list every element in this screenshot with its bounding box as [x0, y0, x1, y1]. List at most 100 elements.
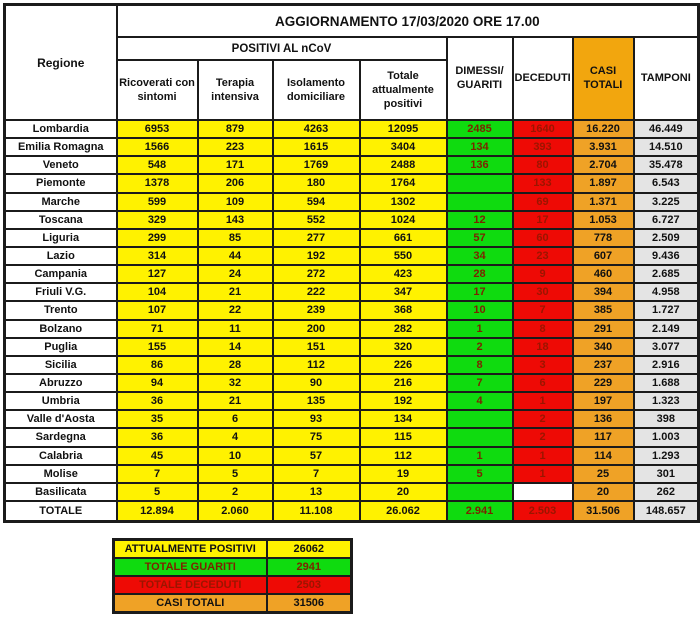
- cell-dimessi: 2: [445, 336, 514, 357]
- region-name: Campania: [3, 264, 118, 285]
- dimessi-guariti-header: DIMESSI/ GUARITI: [445, 36, 514, 121]
- region-name: Sardegna: [3, 427, 118, 448]
- cell-totale-positivi: 423: [358, 264, 448, 285]
- tamponi-header: TAMPONI: [632, 36, 700, 121]
- cell-deceduti: 1: [511, 445, 574, 466]
- cell-tamponi: 1.688: [632, 372, 700, 394]
- regions-body: Lombardia 6953 879 4263 12095 2485 1640 16.220 4…: [3, 118, 700, 503]
- cell-tamponi: 6.727: [632, 209, 700, 230]
- cell-dimessi: 1: [445, 318, 514, 339]
- region-row: Puglia 155 14 151 320 2 18 340 3.077: [3, 336, 700, 357]
- region-name: Liguria: [3, 227, 118, 248]
- cell-totale-positivi: 1764: [358, 173, 448, 194]
- cell-dimessi: 134: [445, 137, 514, 158]
- summary-label: CASI TOTALI: [112, 593, 268, 614]
- cell-terapia: 879: [196, 118, 274, 140]
- casi-totali-header: CASI TOTALI: [571, 36, 635, 121]
- summary-value: 2941: [265, 557, 353, 577]
- cell-terapia: 10: [196, 445, 274, 466]
- region-name: Molise: [3, 463, 118, 484]
- cell-terapia: 21: [196, 282, 274, 303]
- region-name: Toscana: [3, 209, 118, 230]
- cell-isolamento: 151: [271, 336, 361, 357]
- cell-dimessi: 2485: [445, 118, 514, 140]
- cell-casi-totali: 16.220: [571, 118, 635, 140]
- cell-tamponi: 3.225: [632, 191, 700, 212]
- cell-ricoverati: 1566: [115, 137, 199, 158]
- cell-terapia: 143: [196, 209, 274, 230]
- cell-deceduti: 23: [511, 245, 574, 267]
- totale-positivi-header: Totale attualmente positivi: [358, 59, 448, 121]
- cell-isolamento: 4263: [271, 118, 361, 140]
- positivi-group-header: POSITIVI AL nCoV: [115, 36, 448, 61]
- cell-totale-positivi: 115: [358, 427, 448, 448]
- cell-terapia: 22: [196, 300, 274, 321]
- cell-totale-positivi: 20: [358, 481, 448, 503]
- cell-casi-totali: 2.704: [571, 155, 635, 176]
- cell-totale-positivi: 19: [358, 463, 448, 484]
- cell-ricoverati: 127: [115, 264, 199, 285]
- cell-totale-positivi: 368: [358, 300, 448, 321]
- cell-tamponi: 2.916: [632, 354, 700, 375]
- cell-terapia: 32: [196, 372, 274, 394]
- cell-deceduti: 2: [511, 427, 574, 448]
- summary-value: 26062: [265, 538, 353, 559]
- region-name: Valle d'Aosta: [3, 409, 118, 430]
- cell-casi-totali: 1.897: [571, 173, 635, 194]
- cell-totale-positivi: 320: [358, 336, 448, 357]
- cell-casi-totali: 117: [571, 427, 635, 448]
- cell-terapia: 44: [196, 245, 274, 267]
- totals-casi-totali: 31.506: [571, 500, 635, 523]
- region-row: Molise 7 5 7 19 5 1 25 301: [3, 463, 700, 484]
- region-name: Abruzzo: [3, 372, 118, 394]
- cell-ricoverati: 94: [115, 372, 199, 394]
- cell-dimessi: [445, 481, 514, 503]
- region-row: Piemonte 1378 206 180 1764 133 1.897 6.543: [3, 173, 700, 194]
- summary-label: TOTALE DECEDUTI: [112, 575, 268, 595]
- cell-isolamento: 57: [271, 445, 361, 466]
- cell-ricoverati: 548: [115, 155, 199, 176]
- totals-dimessi: 2.941: [445, 500, 514, 523]
- cell-totale-positivi: 134: [358, 409, 448, 430]
- region-name: Veneto: [3, 155, 118, 176]
- cell-deceduti: 9: [511, 264, 574, 285]
- region-row: Lazio 314 44 192 550 34 23 607 9.436: [3, 245, 700, 267]
- cell-terapia: 2: [196, 481, 274, 503]
- cell-terapia: 24: [196, 264, 274, 285]
- cell-casi-totali: 291: [571, 318, 635, 339]
- cell-tamponi: 14.510: [632, 137, 700, 158]
- region-name: Lazio: [3, 245, 118, 267]
- cell-totale-positivi: 112: [358, 445, 448, 466]
- cell-totale-positivi: 1302: [358, 191, 448, 212]
- cell-dimessi: 4: [445, 391, 514, 412]
- cell-deceduti: 18: [511, 336, 574, 357]
- totals-row: TOTALE 12.894 2.060 11.108 26.062 2.941 …: [3, 500, 700, 523]
- region-row: Bolzano 71 11 200 282 1 8 291 2.149: [3, 318, 700, 339]
- region-name: Emilia Romagna: [3, 137, 118, 158]
- region-row: Umbria 36 21 135 192 4 1 197 1.323: [3, 391, 700, 412]
- cell-deceduti: 1640: [511, 118, 574, 140]
- cell-casi-totali: 778: [571, 227, 635, 248]
- cell-ricoverati: 299: [115, 227, 199, 248]
- totals-label: TOTALE: [3, 500, 118, 523]
- cell-deceduti: 2: [511, 409, 574, 430]
- summary-table: ATTUALMENTE POSITIVI 26062 TOTALE GUARITI 2…: [112, 538, 353, 614]
- cell-isolamento: 75: [271, 427, 361, 448]
- cell-deceduti: 17: [511, 209, 574, 230]
- cell-isolamento: 180: [271, 173, 361, 194]
- summary-row: ATTUALMENTE POSITIVI 26062: [112, 538, 353, 559]
- table-title: AGGIORNAMENTO 17/03/2020 ORE 17.00: [115, 3, 700, 38]
- totals-tamponi: 148.657: [632, 500, 700, 523]
- cell-ricoverati: 104: [115, 282, 199, 303]
- cell-totale-positivi: 550: [358, 245, 448, 267]
- cell-isolamento: 1769: [271, 155, 361, 176]
- cell-deceduti: 6: [511, 372, 574, 394]
- cell-terapia: 28: [196, 354, 274, 375]
- cell-dimessi: 7: [445, 372, 514, 394]
- cell-dimessi: [445, 173, 514, 194]
- cell-ricoverati: 155: [115, 336, 199, 357]
- region-name: Bolzano: [3, 318, 118, 339]
- cell-dimessi: 34: [445, 245, 514, 267]
- cell-tamponi: 2.509: [632, 227, 700, 248]
